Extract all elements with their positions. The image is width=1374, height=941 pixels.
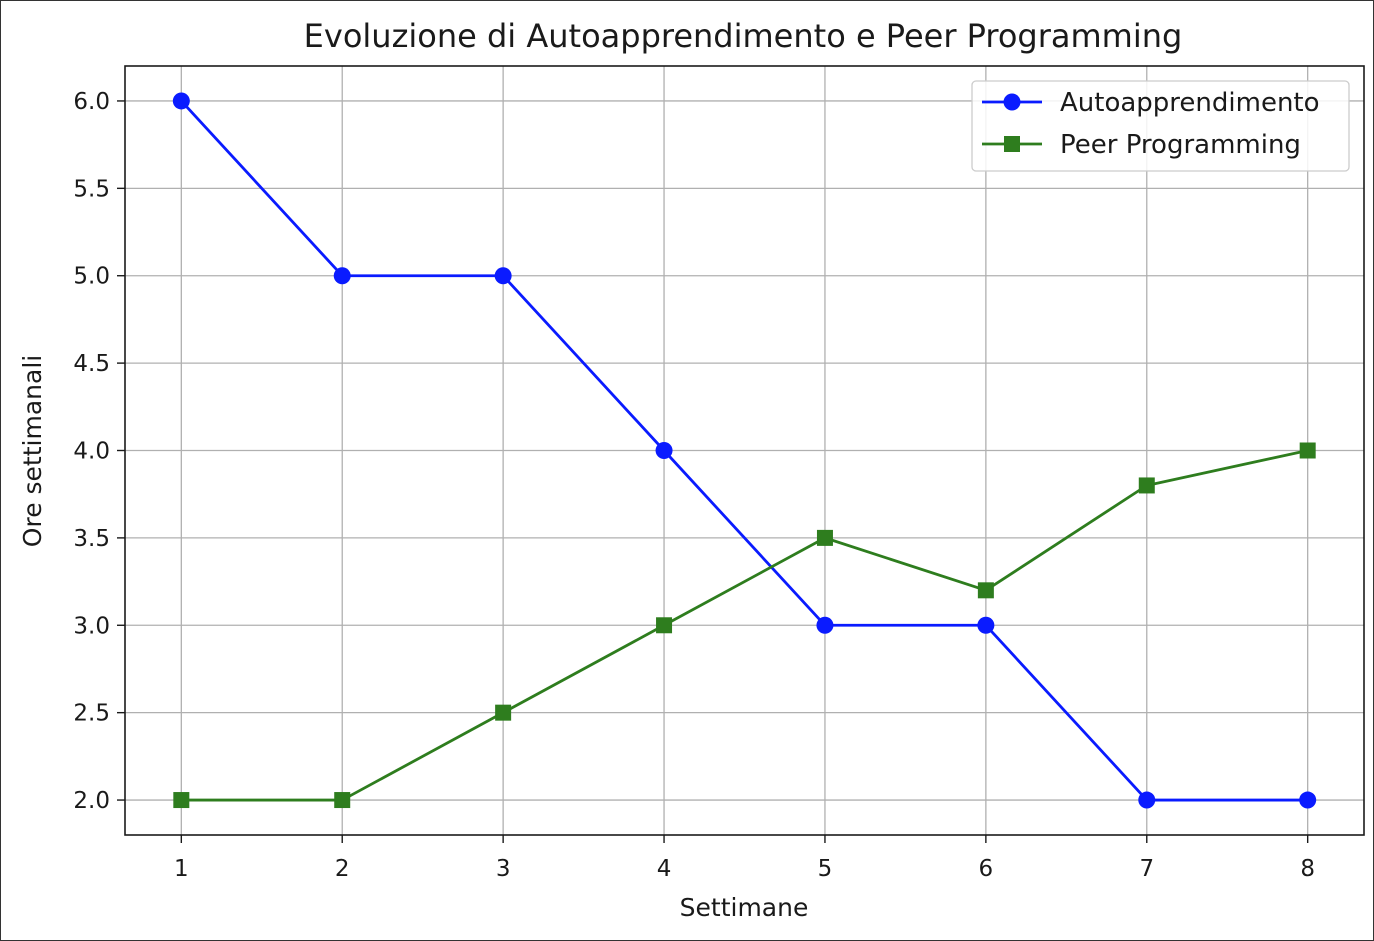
chart-title: Evoluzione di Autoapprendimento e Peer P… <box>304 17 1183 55</box>
x-tick-label: 4 <box>657 856 672 882</box>
x-axis-label: Settimane <box>680 893 809 922</box>
x-tick-label: 7 <box>1139 856 1154 882</box>
series-layer <box>172 92 1317 809</box>
y-tick-label: 5.0 <box>73 264 110 290</box>
x-tick-label: 2 <box>335 856 350 882</box>
data-point-peer-programming <box>977 582 994 599</box>
data-point-autoapprendimento <box>977 616 995 634</box>
data-point-autoapprendimento <box>655 442 673 459</box>
series-line-peer-programming <box>181 449 1308 802</box>
legend-label-peer-programming: Peer Programming <box>1060 130 1301 160</box>
y-tick-label: 4.5 <box>73 351 110 377</box>
data-point-peer-programming <box>656 617 673 634</box>
y-tick-label: 3.5 <box>73 526 110 552</box>
data-point-peer-programming <box>1138 477 1155 494</box>
x-tick-label: 6 <box>979 856 994 882</box>
data-point-autoapprendimento <box>816 616 834 634</box>
y-tick-label: 2.0 <box>73 788 110 814</box>
axis-ticks: 1 2 3 4 5 6 7 8 2.0 2.5 3.0 3.5 4.0 4.5 5.0 5.5 6.0 <box>73 89 1315 882</box>
legend-box <box>971 80 1350 172</box>
legend-marker-peer-programming <box>1004 136 1020 152</box>
y-tick-label: 6.0 <box>73 89 110 115</box>
data-point-peer-programming <box>334 792 351 809</box>
data-point-autoapprendimento <box>1299 791 1317 809</box>
y-tick-label: 4.0 <box>73 439 110 465</box>
x-tick-label: 3 <box>496 856 511 882</box>
series-line-autoapprendimento <box>180 100 1308 802</box>
y-tick-label: 5.5 <box>73 176 110 202</box>
x-tick-label: 5 <box>818 856 833 882</box>
grid-lines <box>125 66 1364 835</box>
data-point-peer-programming <box>816 529 833 546</box>
data-point-autoapprendimento <box>172 92 190 110</box>
data-point-peer-programming <box>1299 442 1316 459</box>
data-point-peer-programming <box>495 704 512 721</box>
legend-marker-autoapprendimento <box>1003 93 1021 111</box>
legend: Autoapprendimento Peer Programming <box>971 80 1350 172</box>
data-point-peer-programming <box>173 792 190 809</box>
y-tick-label: 3.0 <box>73 613 110 639</box>
data-point-autoapprendimento <box>1138 791 1156 809</box>
y-axis-label: Ore settimanali <box>18 355 47 547</box>
x-tick-label: 8 <box>1300 856 1315 882</box>
legend-label-autoapprendimento: Autoapprendimento <box>1060 88 1320 118</box>
data-point-autoapprendimento <box>494 267 512 285</box>
data-point-autoapprendimento <box>333 267 351 285</box>
x-tick-label: 1 <box>174 856 189 882</box>
y-tick-label: 2.5 <box>73 701 110 727</box>
